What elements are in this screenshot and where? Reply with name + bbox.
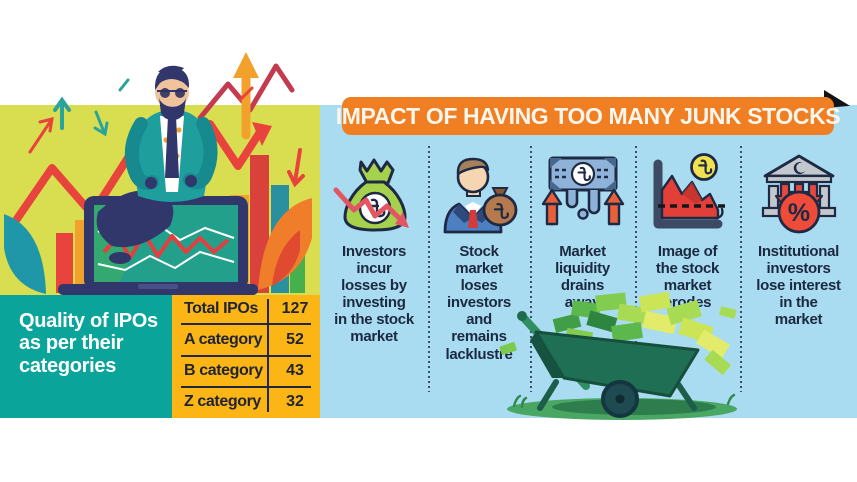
bank-percent-icon: % [761, 154, 836, 234]
impact-header-banner: IMPACT OF HAVING TOO MANY JUNK STOCKS [336, 97, 841, 135]
table-row-value: 32 [286, 393, 304, 411]
red-leaf [272, 230, 300, 286]
impact-caption: Stock market loses investors and remains… [445, 243, 513, 363]
column-divider [635, 146, 637, 392]
table-row-label: Z category [184, 393, 261, 411]
impact-caption: Institutional investors lose interest in… [756, 243, 841, 329]
man-on-laptop-illustration [0, 52, 320, 295]
table-row-label: B category [184, 362, 263, 380]
table-row: B category 43 [172, 354, 320, 387]
zigzag-arrowhead [252, 122, 272, 146]
up-arrow [541, 188, 624, 226]
declining-chart-icon [653, 153, 726, 229]
quality-title: Quality of IPOs as per their categories [19, 310, 158, 377]
wheelbarrow-of-money-illustration [499, 291, 737, 420]
table-row-value: 52 [286, 330, 304, 348]
investor-money-bag-icon [443, 157, 518, 234]
table-row: Z category 32 [172, 385, 320, 418]
table-row-value: 127 [281, 299, 309, 317]
impact-item: Investors incur losses by investing in t… [320, 140, 428, 418]
table-row-label: A category [184, 330, 263, 348]
seated-man [96, 65, 218, 264]
money-bag-loss-icon [333, 158, 409, 232]
grass-tufts [512, 393, 736, 409]
orange-arrowhead [233, 52, 259, 78]
liquidity-drain-icon [541, 156, 624, 226]
quality-box: Quality of IPOs as per their categories [0, 293, 172, 418]
screen-white-line-2 [97, 250, 235, 272]
laptop-notch [138, 284, 178, 289]
impact-item: Stock market loses investors and remains… [428, 140, 530, 418]
ipo-category-table: Total IPOs 127 A category 52 B category … [172, 293, 320, 418]
column-divider [740, 146, 742, 392]
impact-caption: Investors incur losses by investing in t… [334, 243, 414, 346]
impact-header-label: IMPACT OF HAVING TOO MANY JUNK STOCKS [335, 102, 841, 129]
impact-item: % Institutional investors lose interest … [740, 140, 857, 418]
table-row-value: 43 [286, 362, 304, 380]
impact-item: Image of the stock market erodes [635, 140, 740, 418]
laptop-base [58, 284, 258, 295]
column-divider [428, 146, 430, 392]
table-row: Total IPOs 127 [172, 293, 320, 324]
orange-leaf [258, 198, 312, 290]
impact-item: Market liquidity drains away [530, 140, 635, 418]
column-divider [530, 146, 532, 392]
svg-text:%: % [787, 199, 809, 227]
impact-caption: Image of the stock market erodes [655, 243, 720, 311]
table-row-label: Total IPOs [184, 299, 258, 317]
teal-leaf [4, 214, 46, 294]
table-row: A category 52 [172, 323, 320, 355]
